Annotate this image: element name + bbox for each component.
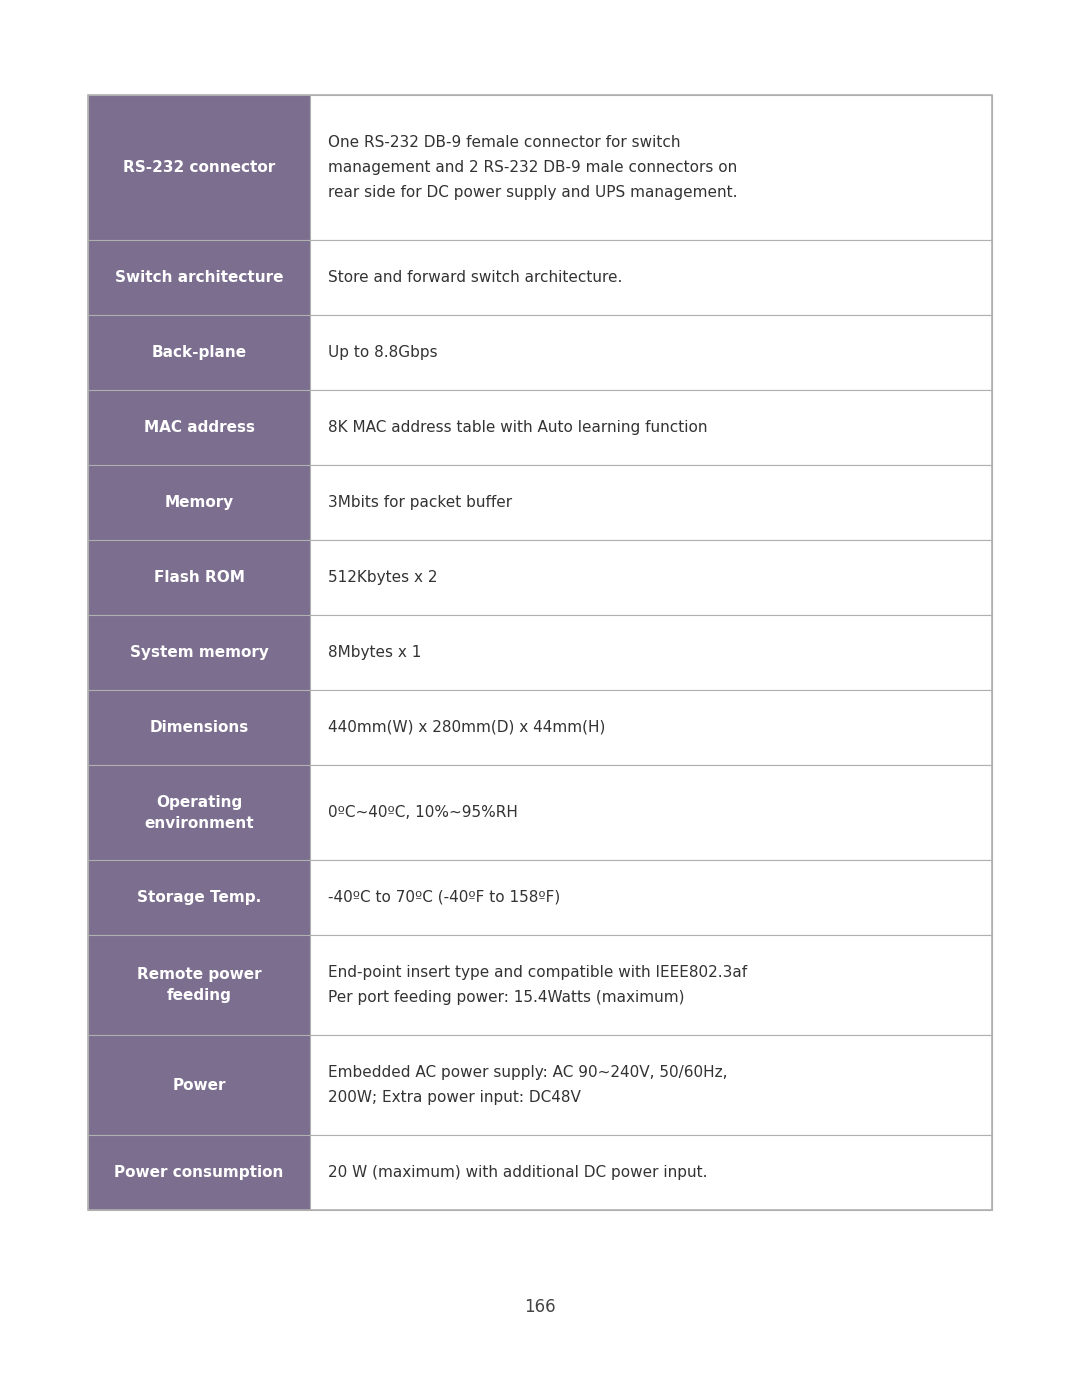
Bar bbox=[310, 240, 993, 314]
Text: RS-232 connector: RS-232 connector bbox=[123, 161, 275, 175]
Bar bbox=[310, 615, 993, 690]
Text: Store and forward switch architecture.: Store and forward switch architecture. bbox=[328, 270, 622, 285]
Bar bbox=[310, 1134, 993, 1210]
Bar bbox=[87, 690, 310, 766]
Bar bbox=[310, 766, 993, 861]
Bar bbox=[310, 314, 993, 390]
Text: Back-plane: Back-plane bbox=[151, 345, 246, 360]
Text: Dimensions: Dimensions bbox=[149, 719, 248, 735]
Text: Storage Temp.: Storage Temp. bbox=[137, 890, 261, 905]
Text: Embedded AC power supply: AC 90~240V, 50/60Hz,
200W; Extra power input: DC48V: Embedded AC power supply: AC 90~240V, 50… bbox=[328, 1065, 728, 1105]
Bar bbox=[310, 1035, 993, 1134]
Bar bbox=[87, 390, 310, 465]
Text: 8K MAC address table with Auto learning function: 8K MAC address table with Auto learning … bbox=[328, 420, 707, 434]
Bar bbox=[87, 95, 993, 1210]
Bar bbox=[87, 1035, 310, 1134]
Text: System memory: System memory bbox=[130, 645, 269, 659]
Text: 166: 166 bbox=[524, 1298, 556, 1316]
Text: 20 W (maximum) with additional DC power input.: 20 W (maximum) with additional DC power … bbox=[328, 1165, 707, 1180]
Text: Remote power
feeding: Remote power feeding bbox=[137, 967, 261, 1003]
Text: Up to 8.8Gbps: Up to 8.8Gbps bbox=[328, 345, 437, 360]
Text: MAC address: MAC address bbox=[144, 420, 255, 434]
Bar bbox=[310, 690, 993, 766]
Bar bbox=[87, 1134, 310, 1210]
Bar bbox=[87, 314, 310, 390]
Text: Power consumption: Power consumption bbox=[114, 1165, 284, 1180]
Text: 512Kbytes x 2: 512Kbytes x 2 bbox=[328, 570, 437, 585]
Text: -40ºC to 70ºC (-40ºF to 158ºF): -40ºC to 70ºC (-40ºF to 158ºF) bbox=[328, 890, 561, 905]
Text: Memory: Memory bbox=[164, 495, 233, 510]
Text: End-point insert type and compatible with IEEE802.3af
Per port feeding power: 15: End-point insert type and compatible wit… bbox=[328, 965, 747, 1004]
Bar bbox=[310, 95, 993, 240]
Bar bbox=[87, 615, 310, 690]
Bar bbox=[310, 935, 993, 1035]
Bar bbox=[310, 541, 993, 615]
Text: One RS-232 DB-9 female connector for switch
management and 2 RS-232 DB-9 male co: One RS-232 DB-9 female connector for swi… bbox=[328, 136, 738, 200]
Bar bbox=[310, 465, 993, 541]
Bar bbox=[87, 95, 310, 240]
Bar bbox=[87, 240, 310, 314]
Text: Power: Power bbox=[172, 1077, 226, 1092]
Text: 3Mbits for packet buffer: 3Mbits for packet buffer bbox=[328, 495, 512, 510]
Text: 8Mbytes x 1: 8Mbytes x 1 bbox=[328, 645, 421, 659]
Text: Flash ROM: Flash ROM bbox=[153, 570, 244, 585]
Text: 0ºC~40ºC, 10%~95%RH: 0ºC~40ºC, 10%~95%RH bbox=[328, 805, 518, 820]
Text: Switch architecture: Switch architecture bbox=[114, 270, 283, 285]
Bar bbox=[87, 465, 310, 541]
Text: Operating
environment: Operating environment bbox=[145, 795, 254, 830]
Bar bbox=[87, 935, 310, 1035]
Text: 440mm(W) x 280mm(D) x 44mm(H): 440mm(W) x 280mm(D) x 44mm(H) bbox=[328, 719, 606, 735]
Bar bbox=[87, 541, 310, 615]
Bar bbox=[87, 766, 310, 861]
Bar bbox=[310, 861, 993, 935]
Bar bbox=[310, 390, 993, 465]
Bar bbox=[87, 861, 310, 935]
